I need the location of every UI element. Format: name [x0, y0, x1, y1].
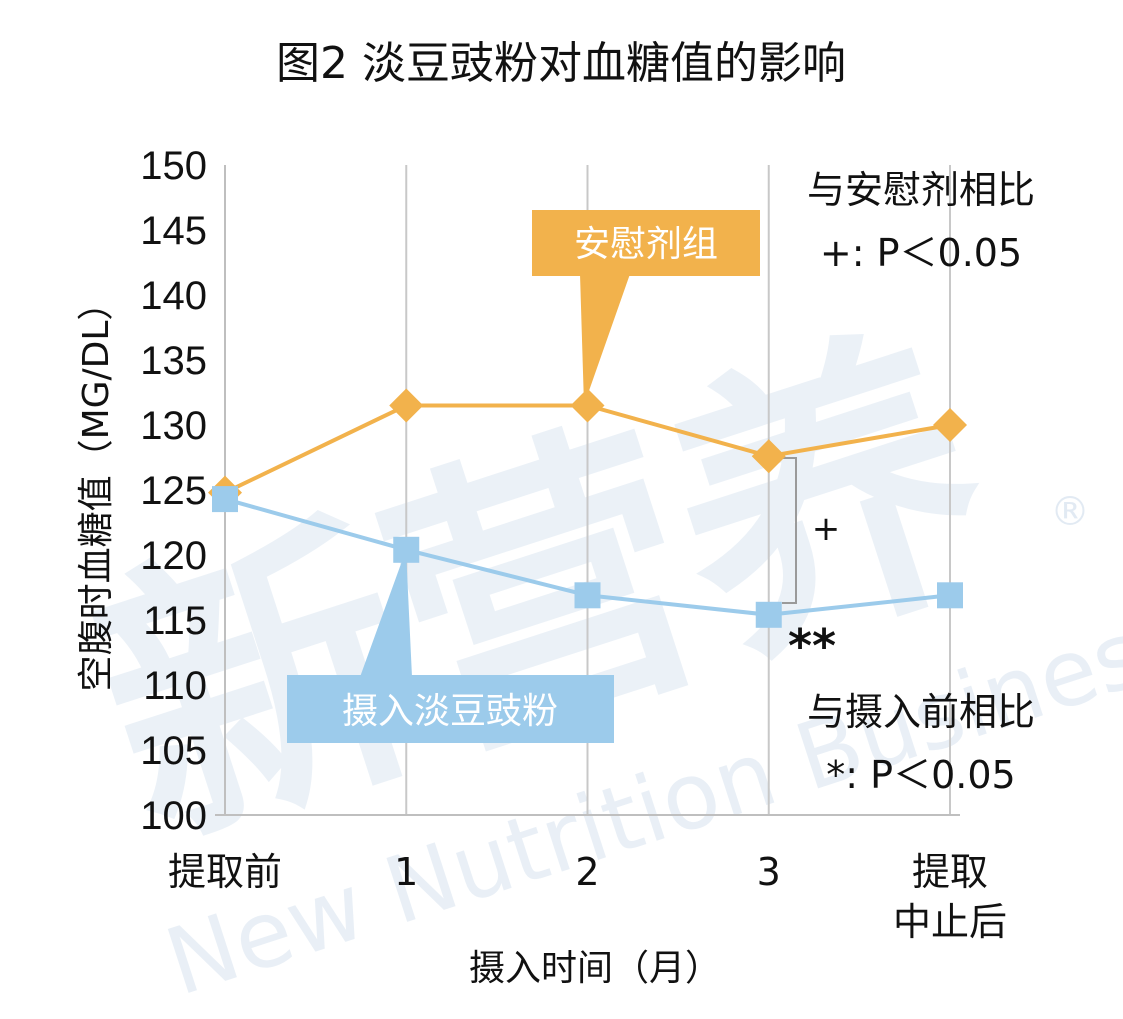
- note-placebo-p: +: P＜0.05: [820, 231, 1022, 275]
- data-point: [933, 408, 967, 442]
- data-point: [937, 582, 963, 609]
- pre-significance-mark: **: [788, 619, 836, 673]
- y-axis-ticks: 100 105 110 115 120 125 130 135 140 145 150: [140, 144, 207, 838]
- chart-title: 图2 淡豆豉粉对血糖值的影响: [276, 38, 846, 89]
- treatment-callout-box: [287, 675, 614, 743]
- y-axis-label: 空腹时血糖值（MG/DL）: [76, 285, 117, 692]
- series-2: [212, 486, 963, 628]
- y-tick-label: 100: [140, 794, 207, 838]
- y-tick-label: 120: [140, 534, 207, 578]
- series-1: [208, 388, 967, 510]
- significance-bracket: [782, 457, 797, 604]
- placebo-callout-label: 安慰剂组: [574, 224, 718, 265]
- x-tick-label: 1: [394, 850, 418, 894]
- x-tick-label: 3: [757, 850, 781, 894]
- y-tick-label: 135: [140, 339, 207, 383]
- data-point: [389, 388, 424, 423]
- x-tick-label: 中止后: [893, 900, 1007, 944]
- data-point: [393, 536, 420, 563]
- data-point: [212, 486, 238, 513]
- x-axis-label: 摄入时间（月）: [469, 948, 721, 989]
- treatment-callout-pointer: [360, 550, 412, 677]
- data-point: [570, 388, 605, 423]
- data-point: [755, 601, 782, 628]
- y-tick-label: 145: [140, 209, 207, 253]
- placebo-callout-box: [532, 210, 760, 276]
- data-point: [574, 582, 601, 609]
- y-tick-label: 130: [140, 404, 207, 448]
- placebo-callout-pointer: [580, 274, 630, 405]
- note-pre-compare: 与摄入前相比: [807, 690, 1035, 734]
- y-tick-label: 140: [140, 274, 207, 318]
- x-tick-label: 提取前: [168, 850, 282, 894]
- series-group: [208, 388, 967, 628]
- y-tick-label: 105: [140, 729, 207, 773]
- y-tick-label: 125: [140, 469, 207, 513]
- watermark-registered: ®: [1050, 489, 1090, 535]
- note-pre-p: *: P＜0.05: [826, 753, 1015, 797]
- data-point: [751, 439, 786, 474]
- y-tick-label: 110: [143, 664, 207, 708]
- x-tick-label: 2: [575, 850, 599, 894]
- treatment-callout-label: 摄入淡豆豉粉: [342, 691, 558, 732]
- y-tick-label: 115: [143, 599, 207, 643]
- placebo-callout: 安慰剂组: [532, 210, 760, 405]
- x-tick-label: 提取: [912, 850, 988, 894]
- treatment-callout: 摄入淡豆豉粉: [287, 550, 614, 743]
- y-tick-label: 150: [140, 144, 207, 188]
- note-placebo-compare: 与安慰剂相比: [807, 168, 1035, 212]
- placebo-significance-mark: +: [812, 509, 841, 549]
